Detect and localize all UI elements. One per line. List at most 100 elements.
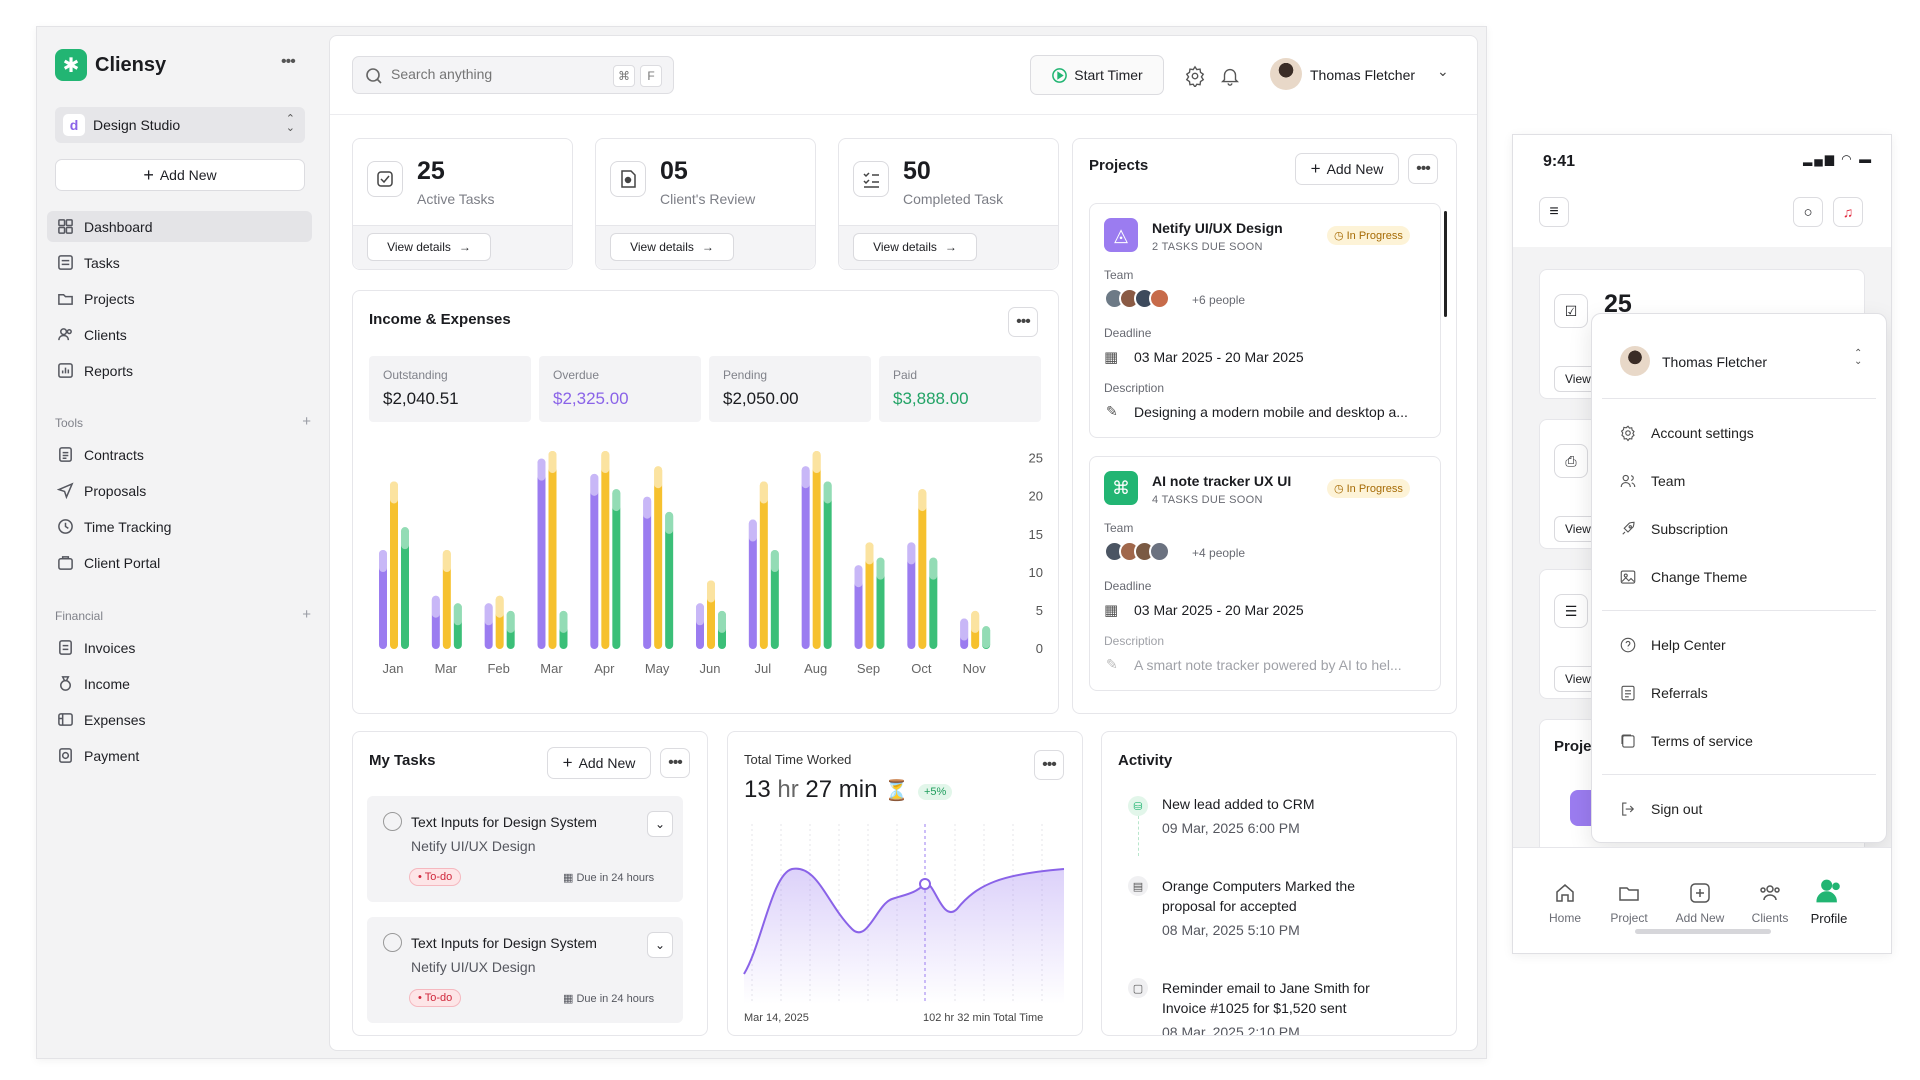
view-details-label: View details — [873, 240, 937, 254]
menu-terms[interactable]: Terms of service — [1619, 732, 1753, 750]
sidebar-item-expenses[interactable]: Expenses — [47, 704, 312, 735]
menu-subscription[interactable]: Subscription — [1619, 520, 1728, 538]
time-line-chart — [743, 824, 1065, 1004]
sidebar-item-proposals[interactable]: Proposals — [47, 475, 312, 506]
project-card[interactable]: ◬ Netify UI/UX Design 2 TASKS DUE SOON ◷… — [1089, 203, 1441, 438]
terms-icon — [1621, 734, 1635, 748]
view-details-button[interactable]: View details → — [610, 233, 734, 261]
folder-icon — [58, 293, 73, 305]
sidebar-more-button[interactable]: ••• — [281, 53, 296, 70]
status-badge: ◷ In Progress — [1327, 479, 1410, 498]
expand-button[interactable]: ⌄ — [647, 811, 673, 837]
bar-highlight — [401, 527, 409, 550]
menu-team[interactable]: Team — [1619, 472, 1685, 490]
home-icon — [1556, 884, 1574, 902]
sidebar-item-income[interactable]: Income — [47, 668, 312, 699]
sidebar-item-projects[interactable]: Projects — [47, 283, 312, 314]
search-input[interactable] — [391, 66, 591, 82]
bar-highlight — [960, 618, 969, 641]
task-item[interactable]: Text Inputs for Design System Netify UI/… — [367, 917, 683, 1023]
y-tick-label: 15 — [1029, 527, 1043, 542]
bar-highlight — [982, 626, 991, 649]
due-label: Due in 24 hours — [576, 872, 655, 884]
sidebar-item-time-tracking[interactable]: Time Tracking — [47, 511, 312, 542]
projects-scrollbar[interactable] — [1444, 211, 1447, 317]
task-checkbox[interactable] — [383, 933, 402, 952]
menu-icon[interactable]: ≡ — [1539, 197, 1569, 227]
tasks-more-button[interactable]: ••• — [660, 748, 690, 778]
sidebar-item-client-portal[interactable]: Client Portal — [47, 547, 312, 578]
sidebar-item-clients[interactable]: Clients — [47, 319, 312, 350]
payment-icon — [59, 748, 72, 763]
bell-icon[interactable]: ♫ — [1833, 197, 1863, 227]
projects-more-button[interactable]: ••• — [1408, 154, 1438, 184]
bar — [431, 595, 440, 649]
sidebar-item-invoices[interactable]: Invoices — [47, 632, 312, 663]
updown-icon[interactable]: ⌃ ⌄ — [1854, 348, 1863, 367]
add-task-button[interactable]: + Add New — [547, 747, 651, 779]
menu-account-settings[interactable]: Account settings — [1619, 424, 1754, 442]
checklist-icon — [58, 255, 73, 270]
arrow-right-icon: → — [944, 240, 957, 254]
add-tool-button[interactable]: + — [302, 413, 311, 430]
task-checkbox[interactable] — [383, 812, 402, 831]
project-logo-icon: ◬ — [1104, 218, 1138, 252]
stat-value: 50 — [903, 157, 931, 185]
view-details-button[interactable]: View details → — [853, 233, 977, 261]
bar — [453, 603, 462, 649]
team-avatars — [1104, 288, 1170, 309]
bar-highlight — [876, 557, 885, 580]
menu-referrals[interactable]: Referrals — [1619, 684, 1708, 702]
start-timer-button[interactable]: Start Timer — [1030, 55, 1164, 95]
menu-change-theme[interactable]: Change Theme — [1619, 568, 1747, 586]
calendar-icon: ▦ — [1104, 349, 1119, 366]
task-name: Text Inputs for Design System — [411, 814, 597, 830]
sidebar-item-label: Time Tracking — [84, 518, 172, 535]
task-item[interactable]: Text Inputs for Design System Netify UI/… — [367, 796, 683, 902]
search-bar[interactable]: ⌘ F — [352, 56, 674, 94]
tab-label: Add New — [1675, 911, 1725, 925]
tab-add-new[interactable]: Add New — [1670, 881, 1730, 925]
add-project-button[interactable]: + Add New — [1295, 153, 1399, 185]
user-menu[interactable]: Thomas Fletcher ⌄ — [1270, 58, 1450, 92]
expand-button[interactable]: ⌄ — [647, 932, 673, 958]
workspace-switcher[interactable]: d Design Studio ⌃ ⌄ — [55, 107, 305, 143]
calendar-icon: ▦ — [563, 993, 577, 1005]
tab-clients[interactable]: Clients — [1740, 881, 1800, 925]
tab-home[interactable]: Home — [1535, 881, 1595, 925]
bar-highlight — [643, 496, 652, 519]
y-tick-label: 5 — [1036, 603, 1043, 618]
review-icon — [610, 161, 646, 197]
minutes-unit: min — [838, 776, 878, 803]
profile-icon — [1816, 879, 1840, 903]
bell-icon[interactable] — [1219, 65, 1241, 87]
menu-sign-out[interactable]: Sign out — [1619, 800, 1702, 818]
sidebar-item-tasks[interactable]: Tasks — [47, 247, 312, 278]
status-badge: ◷ In Progress — [1327, 226, 1410, 245]
tab-profile[interactable]: Profile — [1799, 877, 1859, 926]
sidebar-item-label: Clients — [84, 326, 127, 343]
project-card[interactable]: ⌘ AI note tracker UX UI 4 TASKS DUE SOON… — [1089, 456, 1441, 691]
menu-help-center[interactable]: Help Center — [1619, 636, 1726, 654]
sidebar-item-contracts[interactable]: Contracts — [47, 439, 312, 470]
add-project-label: Add New — [1326, 161, 1384, 177]
sidebar-item-payment[interactable]: Payment — [47, 740, 312, 771]
x-tick-label: Oct — [911, 661, 932, 676]
menu-label: Referrals — [1651, 685, 1708, 701]
bar — [929, 557, 938, 649]
gear-icon[interactable] — [1184, 65, 1206, 87]
tab-project[interactable]: Project — [1599, 881, 1659, 925]
view-details-button[interactable]: View details → — [367, 233, 491, 261]
sidebar-item-dashboard[interactable]: Dashboard — [47, 211, 312, 242]
divider — [1602, 398, 1876, 399]
x-tick-label: Aug — [804, 661, 827, 676]
sidebar-item-reports[interactable]: Reports — [47, 355, 312, 386]
search-icon[interactable]: ○ — [1793, 197, 1823, 227]
plus-icon: + — [562, 753, 573, 772]
bar — [601, 451, 610, 649]
time-more-button[interactable]: ••• — [1034, 750, 1064, 780]
income-more-button[interactable]: ••• — [1008, 307, 1038, 337]
help-icon — [1620, 637, 1636, 653]
add-financial-button[interactable]: + — [302, 606, 311, 623]
add-new-button[interactable]: + Add New — [55, 159, 305, 191]
